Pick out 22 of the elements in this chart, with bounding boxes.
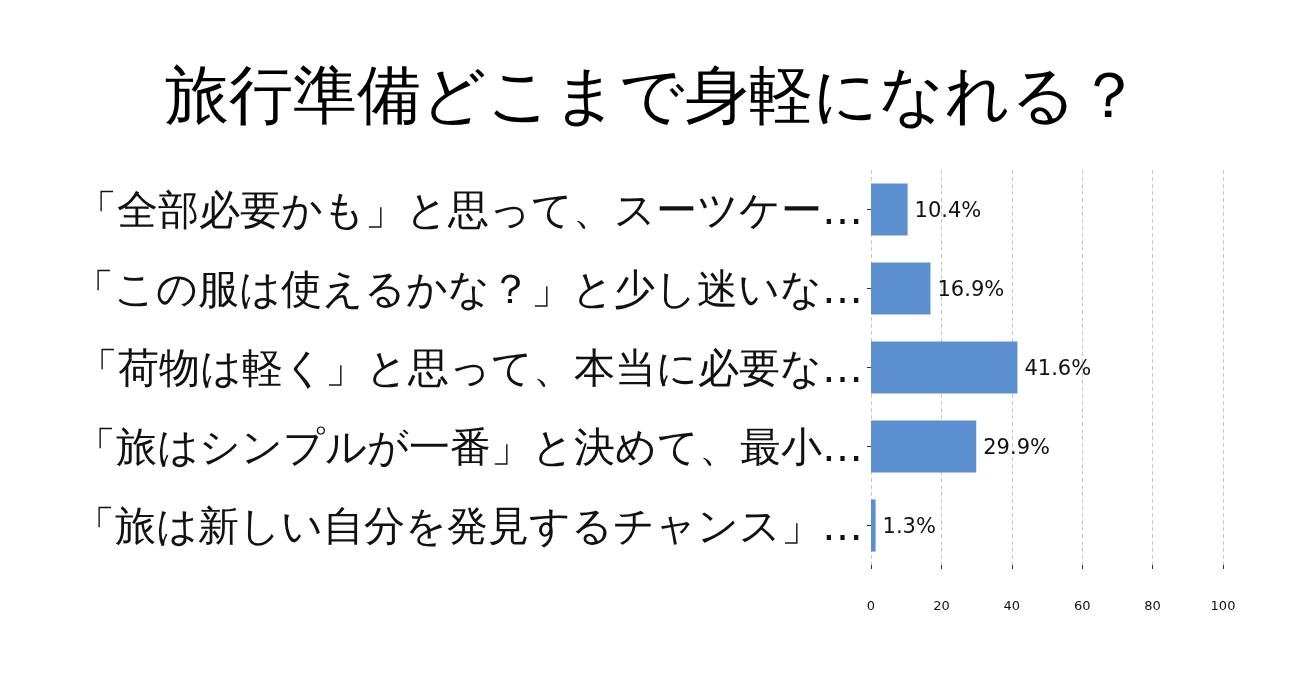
data-label: 29.9% (983, 434, 1050, 459)
data-label: 41.6% (1024, 355, 1092, 380)
y-tick-label: 「旅はシンプルが一番」と決めて、最小… (75, 422, 863, 471)
x-tick-label: 0 (866, 598, 876, 613)
x-tick-label: 20 (933, 598, 950, 613)
y-tick-label: 「荷物は軽く」と思って、本当に必要な… (77, 343, 863, 392)
y-tick-label: 「全部必要かも」と思って、スーツケー… (76, 185, 863, 234)
data-label: 10.4% (914, 197, 982, 222)
chart-title: 旅行準備どこまで身軽になれる？ (165, 58, 1141, 132)
y-tick-label: 「旅は新しい自分を発見するチャンス」… (74, 501, 863, 550)
data-label: 16.9% (937, 276, 1005, 301)
data-label: 1.3% (882, 513, 936, 538)
x-tick-label: 100 (1210, 598, 1236, 613)
x-tick-label: 60 (1073, 598, 1091, 613)
bar (871, 341, 1018, 394)
bar (871, 262, 931, 315)
x-tick-label: 80 (1144, 598, 1161, 613)
bar (871, 499, 876, 552)
x-tick-label: 40 (1003, 598, 1021, 613)
bar (871, 183, 908, 236)
y-tick-label: 「この服は使えるかな？」と少し迷いな… (73, 264, 863, 313)
bar (871, 420, 977, 473)
